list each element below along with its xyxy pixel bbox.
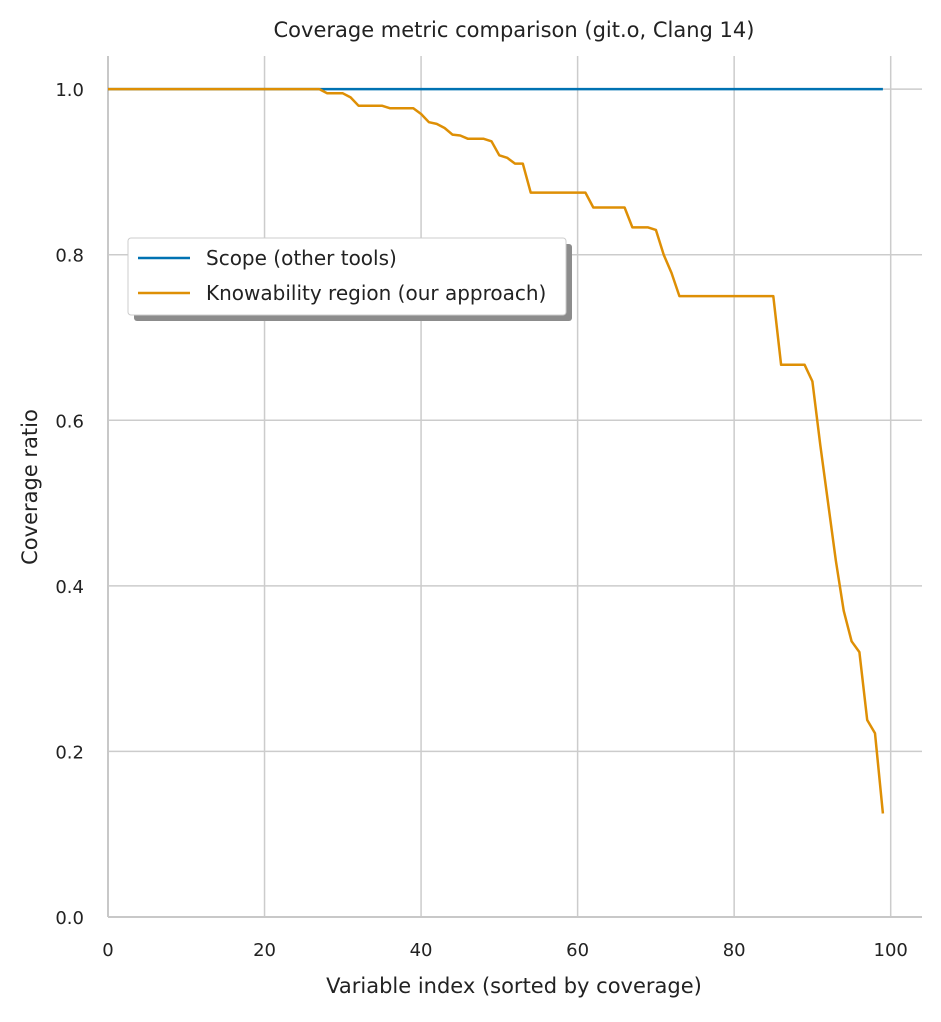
x-tick-label-0: 0 (102, 940, 113, 961)
y-axis-label: Coverage ratio (18, 409, 42, 565)
y-tick-label-0: 0.0 (55, 908, 84, 929)
x-tick-label-3: 60 (566, 940, 589, 961)
y-tick-label-4: 0.8 (55, 246, 84, 267)
x-tick-label-5: 100 (874, 940, 908, 961)
series-line-knowability (108, 87, 885, 814)
y-tick-label-1: 0.2 (55, 742, 84, 763)
axes (107, 56, 922, 918)
legend: Scope (other tools) Knowability region (… (127, 237, 572, 321)
legend-label-knowability: Knowability region (our approach) (206, 281, 546, 305)
x-tick-label-2: 40 (410, 940, 433, 961)
legend-label-scope: Scope (other tools) (206, 246, 397, 270)
grid (107, 56, 922, 918)
x-tick-label-1: 20 (253, 940, 276, 961)
legend-box (127, 237, 567, 316)
y-tick-label-3: 0.6 (55, 411, 84, 432)
x-tick-label-4: 80 (723, 940, 746, 961)
series-lines (108, 87, 885, 814)
y-tick-label-2: 0.4 (55, 577, 84, 598)
tick-labels: 0 20 40 60 80 100 0.0 0.2 0.4 0.6 0.8 1.0 (55, 80, 908, 961)
y-tick-label-5: 1.0 (55, 80, 84, 101)
chart-title: Coverage metric comparison (git.o, Clang… (274, 18, 755, 42)
x-axis-label: Variable index (sorted by coverage) (326, 974, 702, 998)
